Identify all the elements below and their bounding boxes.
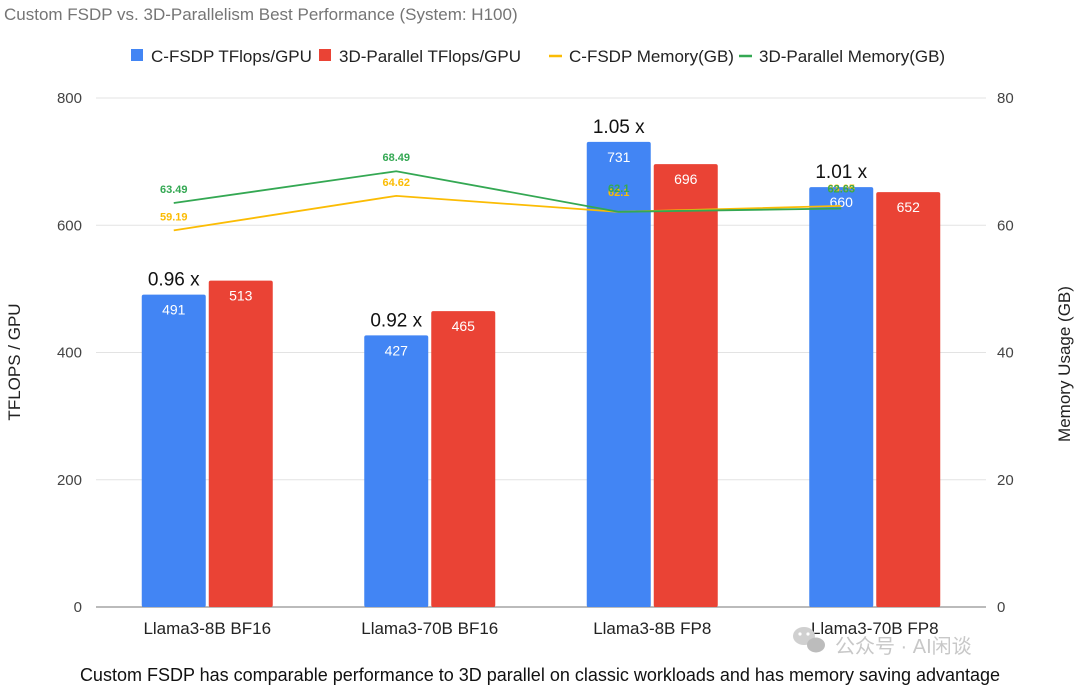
bar-value-label: 652 xyxy=(897,199,921,215)
line-series: 59.19 64.62 62.1 63.05 63.49 68.49 62.1 62.63 xyxy=(160,152,855,232)
bar xyxy=(364,335,429,607)
legend-swatch xyxy=(319,49,331,61)
ratio-label: 1.01 x xyxy=(815,162,867,183)
ratio-label: 0.96 x xyxy=(148,270,200,291)
x-axis: Llama3-8B BF16 Llama3-70B BF16 Llama3-8B F… xyxy=(143,619,938,638)
x-tick-label: Llama3-70B FP8 xyxy=(811,619,939,638)
legend-label: 3D-Parallel Memory(GB) xyxy=(759,47,945,66)
series-value-label: 62.1 xyxy=(608,183,629,195)
legend-item: C-FSDP TFlops/GPU xyxy=(131,47,312,66)
legend: C-FSDP TFlops/GPU 3D-Parallel TFlops/GPU C… xyxy=(131,47,945,66)
y2-axis-title: Memory Usage (GB) xyxy=(1055,286,1074,442)
y2-tick-label: 40 xyxy=(997,345,1014,362)
watermark: 公众号 · AI闲谈 xyxy=(793,627,972,658)
x-tick-label: Llama3-8B BF16 xyxy=(143,619,271,638)
series-value-label: 68.49 xyxy=(382,152,410,164)
bar-value-label: 427 xyxy=(385,342,409,358)
chart-title: Custom FSDP vs. 3D-Parallelism Best Perf… xyxy=(4,5,518,24)
series-value-label: 63.05 xyxy=(827,183,855,195)
legend-label: C-FSDP Memory(GB) xyxy=(569,47,734,66)
ratio-label: 0.92 x xyxy=(370,310,422,331)
y-tick-label: 0 xyxy=(74,599,82,616)
y-axis: 0 200 400 600 800 xyxy=(57,90,82,616)
y2-tick-label: 60 xyxy=(997,217,1014,234)
ratio-label: 1.05 x xyxy=(593,117,645,138)
bar-value-label: 660 xyxy=(830,194,854,210)
series-line xyxy=(173,170,842,213)
y-tick-label: 400 xyxy=(57,345,82,362)
bar-value-label: 696 xyxy=(674,171,698,187)
legend-swatch xyxy=(131,49,143,61)
bar xyxy=(586,141,651,607)
bar xyxy=(809,187,874,607)
x-tick-label: Llama3-8B FP8 xyxy=(593,619,711,638)
y-tick-label: 600 xyxy=(57,217,82,234)
y-axis-title: TFLOPS / GPU xyxy=(5,303,24,420)
bar xyxy=(141,294,206,607)
bar-value-label: 513 xyxy=(229,288,253,304)
bar-value-label: 465 xyxy=(452,318,476,334)
legend-label: C-FSDP TFlops/GPU xyxy=(151,47,312,66)
watermark-text: 公众号 · AI闲谈 xyxy=(835,635,972,658)
bar-value-label: 731 xyxy=(607,149,631,165)
series-line xyxy=(173,194,842,232)
bar xyxy=(208,280,273,607)
bar xyxy=(653,164,718,608)
bar-value-label: 491 xyxy=(162,302,186,318)
y2-tick-label: 20 xyxy=(997,472,1014,489)
y2-axis: 0 20 40 60 80 xyxy=(997,90,1014,616)
y-tick-label: 200 xyxy=(57,472,82,489)
chart-caption: Custom FSDP has comparable performance t… xyxy=(80,665,1000,685)
legend-item: 3D-Parallel TFlops/GPU xyxy=(319,47,521,66)
x-tick-label: Llama3-70B BF16 xyxy=(361,619,498,638)
bar xyxy=(876,192,941,608)
wechat-icon xyxy=(793,627,825,653)
series-value-label: 62.63 xyxy=(827,184,855,196)
legend-item: C-FSDP Memory(GB) xyxy=(549,47,734,66)
series-value-label: 63.49 xyxy=(160,184,188,196)
y2-tick-label: 0 xyxy=(997,599,1005,616)
y2-tick-label: 80 xyxy=(997,90,1014,107)
series-value-label: 59.19 xyxy=(160,211,188,223)
legend-label: 3D-Parallel TFlops/GPU xyxy=(339,47,521,66)
legend-item: 3D-Parallel Memory(GB) xyxy=(739,47,945,66)
y-tick-label: 800 xyxy=(57,90,82,107)
series-value-label: 64.62 xyxy=(382,177,410,189)
series-value-label: 62.1 xyxy=(608,187,629,199)
bar xyxy=(431,311,496,607)
